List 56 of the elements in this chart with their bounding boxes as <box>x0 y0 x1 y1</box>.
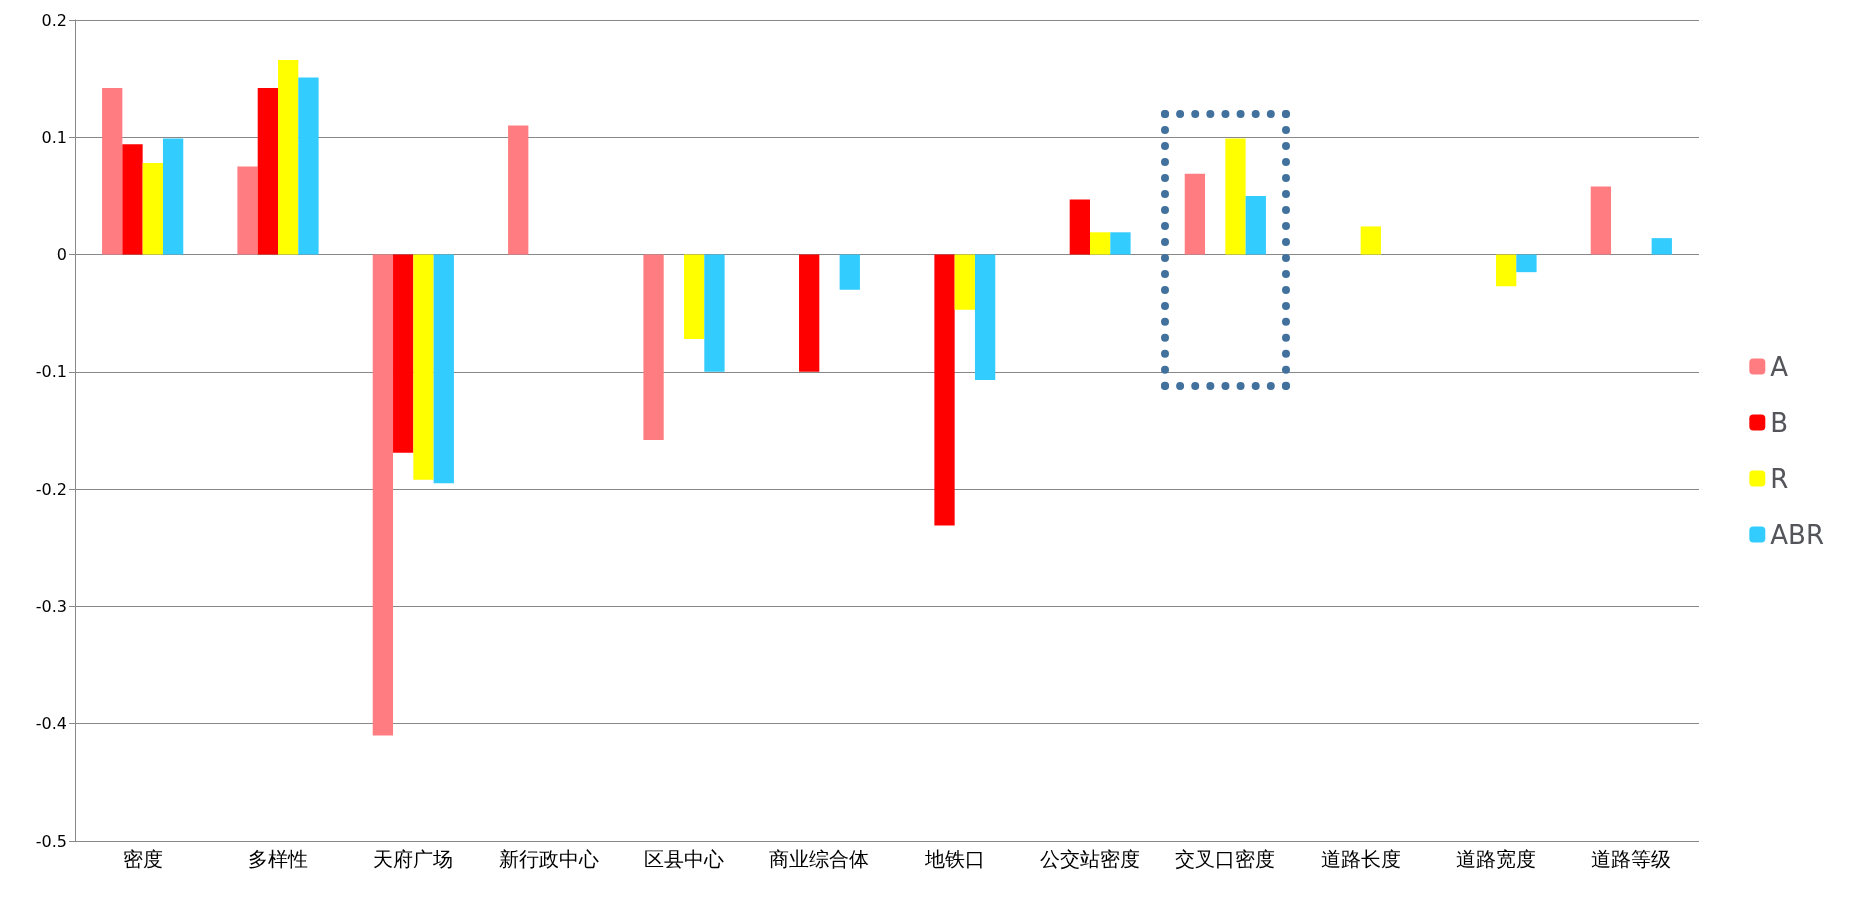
bar <box>162 138 184 255</box>
bar <box>839 254 860 290</box>
bar <box>1496 254 1517 287</box>
bar <box>954 254 975 310</box>
bar <box>413 254 434 480</box>
bar <box>1090 232 1111 255</box>
bar <box>1590 186 1612 255</box>
x-tick-label: 多样性 <box>248 847 308 871</box>
bar <box>799 254 820 372</box>
legend-label: B <box>1770 407 1789 438</box>
bar <box>684 254 705 340</box>
x-tick-label: 道路长度 <box>1320 847 1401 871</box>
x-tick-label: 道路宽度 <box>1456 847 1536 871</box>
x-tick-label: 天府广场 <box>373 847 454 871</box>
y-tick-label: -0.2 <box>35 479 67 499</box>
x-tick-label: 交叉口密度 <box>1175 847 1276 871</box>
bar <box>298 77 319 255</box>
x-tick-label: 区县中心 <box>644 847 724 871</box>
bar <box>102 88 123 255</box>
legend-label: ABR <box>1770 519 1825 550</box>
bar <box>1360 226 1381 255</box>
bar <box>704 254 725 372</box>
bar <box>1225 138 1246 255</box>
x-tick-label: 密度 <box>122 847 163 871</box>
bar <box>1245 195 1266 255</box>
y-tick-label: -0.4 <box>35 714 67 734</box>
y-tick-label: -0.1 <box>35 362 67 382</box>
bar <box>433 254 454 484</box>
bar <box>643 254 664 440</box>
bar <box>1516 254 1537 273</box>
bar <box>237 166 258 255</box>
bar <box>508 125 529 255</box>
bar <box>393 254 414 453</box>
x-tick-label: 道路等级 <box>1591 847 1672 871</box>
bar <box>1069 199 1090 255</box>
bar <box>372 254 394 736</box>
x-tick-label: 公交站密度 <box>1040 847 1140 871</box>
bar <box>278 59 299 255</box>
legend-label: A <box>1770 351 1789 382</box>
x-tick-label: 地铁口 <box>923 847 985 871</box>
y-tick-label: -0.3 <box>35 596 67 616</box>
x-tick-label: 商业综合体 <box>769 847 870 871</box>
bar <box>974 254 996 381</box>
y-tick-label: 0.1 <box>41 127 67 147</box>
bar <box>122 144 143 255</box>
x-tick-label: 新行政中心 <box>498 847 599 871</box>
y-tick-label: -0.5 <box>35 831 67 851</box>
bar <box>934 254 955 526</box>
bar <box>1651 238 1672 255</box>
y-tick-label: 0 <box>56 245 67 265</box>
bar <box>257 88 278 255</box>
y-tick-label: 0.2 <box>41 10 67 30</box>
bar <box>1110 232 1131 255</box>
bar <box>142 163 163 255</box>
legend-label: R <box>1770 463 1789 494</box>
bar <box>1184 173 1206 255</box>
